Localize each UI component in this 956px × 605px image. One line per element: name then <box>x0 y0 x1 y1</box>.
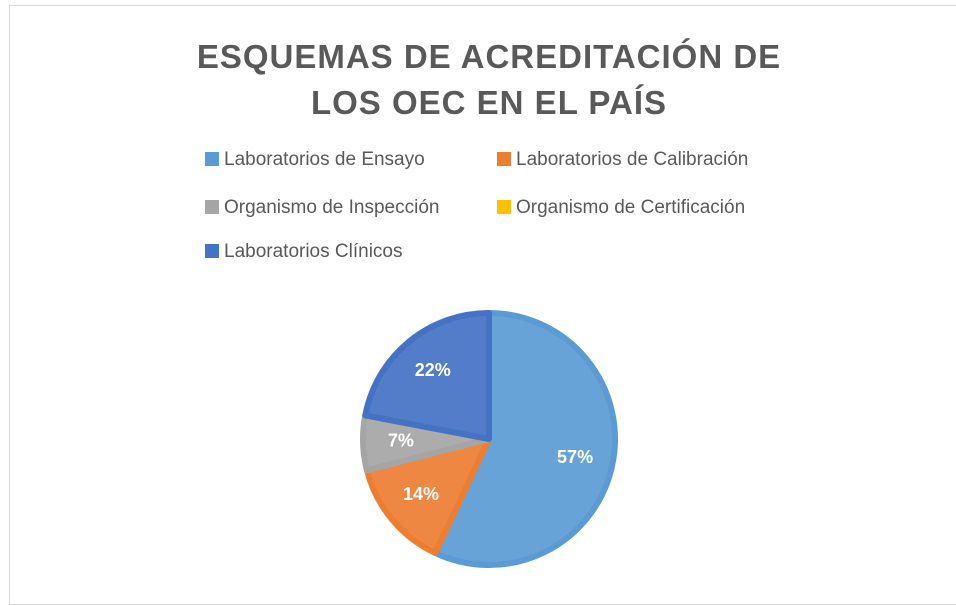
legend-swatch <box>497 152 511 166</box>
page: ESQUEMAS DE ACREDITACIÓN DE LOS OEC EN E… <box>9 5 956 605</box>
legend-label: Organismo de Inspección <box>224 197 439 218</box>
legend-swatch <box>205 152 219 166</box>
legend-label: Organismo de Certificación <box>516 197 745 218</box>
chart: Laboratorios de Ensayo Laboratorios de Ca… <box>205 149 748 568</box>
pie-slice <box>362 310 492 442</box>
legend-label: Laboratorios de Ensayo <box>224 149 425 170</box>
legend-swatch <box>497 200 511 214</box>
data-label: 7% <box>388 431 414 451</box>
legend-label: Laboratorios de Calibración <box>516 149 748 170</box>
data-label: 22% <box>415 360 451 380</box>
pie-slice <box>363 436 492 557</box>
data-label: 14% <box>403 484 439 504</box>
legend-swatch <box>205 244 219 258</box>
chart-title: ESQUEMAS DE ACREDITACIÓN DE LOS OEC EN E… <box>196 38 782 121</box>
legend-label: Laboratorios Clínicos <box>224 241 402 262</box>
data-label: 57% <box>557 447 593 467</box>
pie-slice <box>432 310 618 568</box>
legend-swatch <box>205 200 219 214</box>
